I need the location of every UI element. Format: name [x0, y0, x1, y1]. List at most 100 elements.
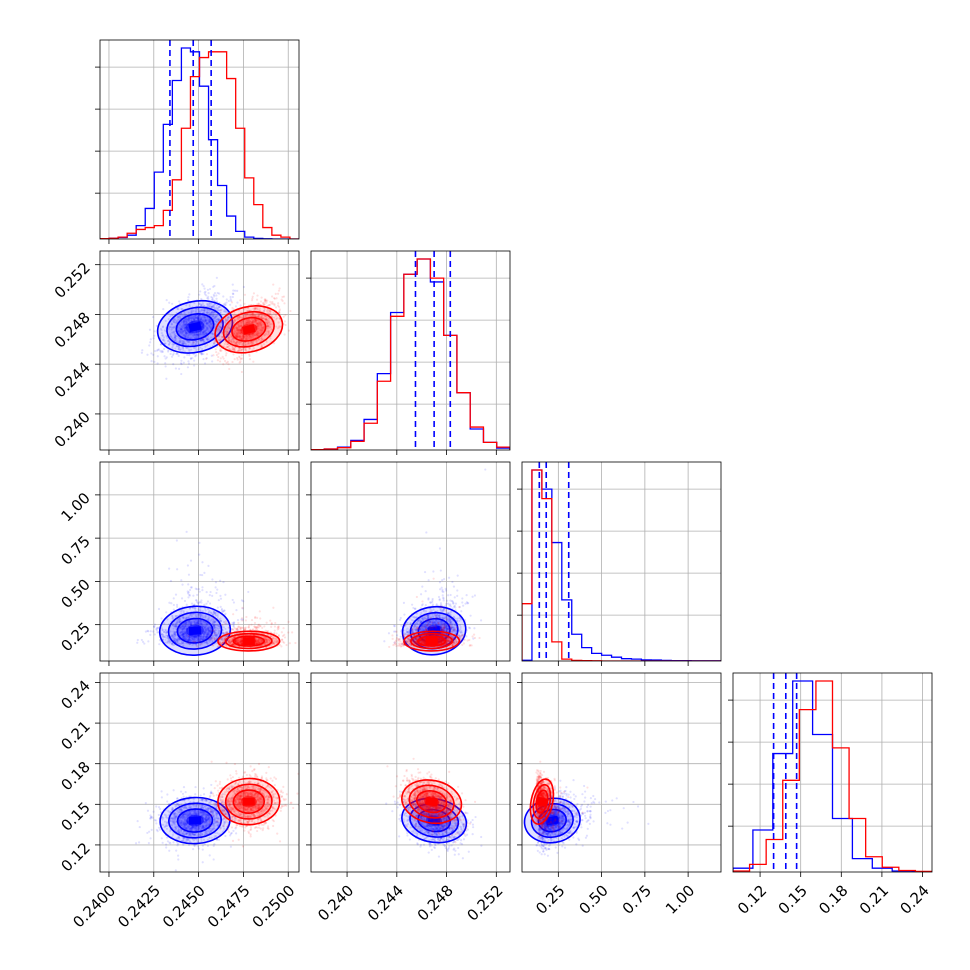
scatter-point	[179, 314, 182, 317]
scatter-point	[200, 623, 203, 626]
scatter-point	[250, 340, 253, 344]
scatter-point	[176, 345, 179, 348]
scatter-point	[235, 328, 238, 331]
scatter-point	[209, 590, 212, 594]
scatter-point	[244, 349, 247, 352]
scatter-point	[225, 319, 228, 322]
scatter-point	[199, 318, 202, 321]
scatter-point	[181, 630, 184, 633]
scatter-point	[215, 345, 219, 348]
scatter-point	[238, 335, 241, 338]
scatter-point	[224, 310, 227, 313]
scatter-point	[241, 357, 244, 360]
scatter-point	[423, 570, 427, 574]
scatter-point	[216, 318, 219, 321]
scatter-point	[223, 308, 226, 311]
scatter-point	[215, 351, 218, 354]
scatter-point	[227, 363, 230, 366]
scatter-point	[240, 617, 244, 620]
scatter-point	[387, 632, 391, 635]
scatter-point	[208, 320, 211, 323]
scatter-point	[212, 335, 215, 339]
scatter-point	[207, 318, 210, 322]
scatter-point	[257, 315, 260, 318]
scatter-point	[238, 316, 241, 319]
scatter-point	[213, 291, 217, 295]
scatter-point	[182, 323, 185, 326]
scatter-point	[232, 320, 235, 323]
scatter-point	[257, 623, 261, 626]
scatter-point	[449, 593, 452, 597]
scatter-point	[200, 316, 203, 319]
scatter-point	[187, 596, 190, 599]
scatter-point	[199, 339, 202, 342]
scatter-point	[218, 329, 221, 332]
scatter-point	[205, 633, 208, 636]
scatter-point	[193, 317, 196, 320]
scatter-point	[214, 581, 218, 584]
scatter-point	[268, 321, 271, 324]
scatter-point	[186, 346, 189, 350]
scatter-point	[278, 309, 281, 312]
scatter-point	[254, 320, 257, 323]
scatter-point	[239, 360, 242, 363]
scatter-point	[183, 329, 187, 332]
scatter-point	[272, 311, 275, 315]
scatter-point	[258, 337, 261, 340]
scatter-point	[226, 317, 229, 321]
scatter-point	[251, 342, 254, 345]
scatter-point	[260, 343, 263, 346]
scatter-point	[250, 321, 254, 324]
scatter-point	[208, 311, 211, 314]
scatter-point	[206, 634, 209, 637]
scatter-point	[206, 635, 209, 638]
scatter-point	[255, 332, 258, 335]
scatter-point	[261, 329, 264, 332]
scatter-point	[210, 312, 213, 315]
scatter-point	[265, 310, 268, 313]
scatter-point	[219, 594, 222, 597]
scatter-point	[244, 343, 247, 346]
scatter-point	[256, 322, 260, 326]
scatter-point	[273, 631, 276, 635]
scatter-point	[206, 600, 210, 603]
scatter-point	[260, 321, 263, 324]
scatter-point	[438, 581, 442, 584]
scatter-point	[270, 314, 273, 318]
scatter-point	[209, 326, 213, 329]
scatter-point	[207, 297, 210, 301]
scatter-point	[268, 309, 271, 312]
scatter-point	[274, 306, 278, 309]
scatter-point	[232, 340, 236, 344]
scatter-point	[205, 322, 208, 325]
scatter-point	[265, 316, 268, 319]
scatter-point	[184, 327, 187, 330]
scatter-point	[400, 624, 403, 627]
scatter-point	[184, 336, 187, 339]
scatter-point	[235, 332, 238, 335]
scatter-point	[181, 347, 185, 351]
scatter-point	[184, 320, 188, 324]
scatter-point	[219, 309, 223, 312]
scatter-point	[236, 333, 239, 336]
scatter-point	[206, 311, 209, 314]
scatter-point	[173, 336, 177, 339]
scatter-point	[204, 329, 208, 332]
scatter-point	[219, 326, 222, 329]
scatter-point	[183, 327, 187, 330]
scatter-point	[177, 346, 181, 349]
scatter-point	[206, 302, 209, 306]
scatter-point	[204, 635, 208, 639]
scatter-point	[231, 283, 234, 286]
scatter-point	[180, 325, 183, 328]
scatter-point	[205, 602, 208, 605]
scatter-point	[204, 325, 207, 328]
scatter-point	[264, 314, 267, 317]
scatter-point	[238, 331, 241, 334]
scatter-point	[147, 640, 150, 643]
scatter-point	[210, 305, 214, 308]
scatter-point	[277, 626, 280, 629]
scatter-point	[281, 295, 284, 299]
scatter-point	[399, 635, 402, 638]
scatter-point	[277, 302, 280, 305]
